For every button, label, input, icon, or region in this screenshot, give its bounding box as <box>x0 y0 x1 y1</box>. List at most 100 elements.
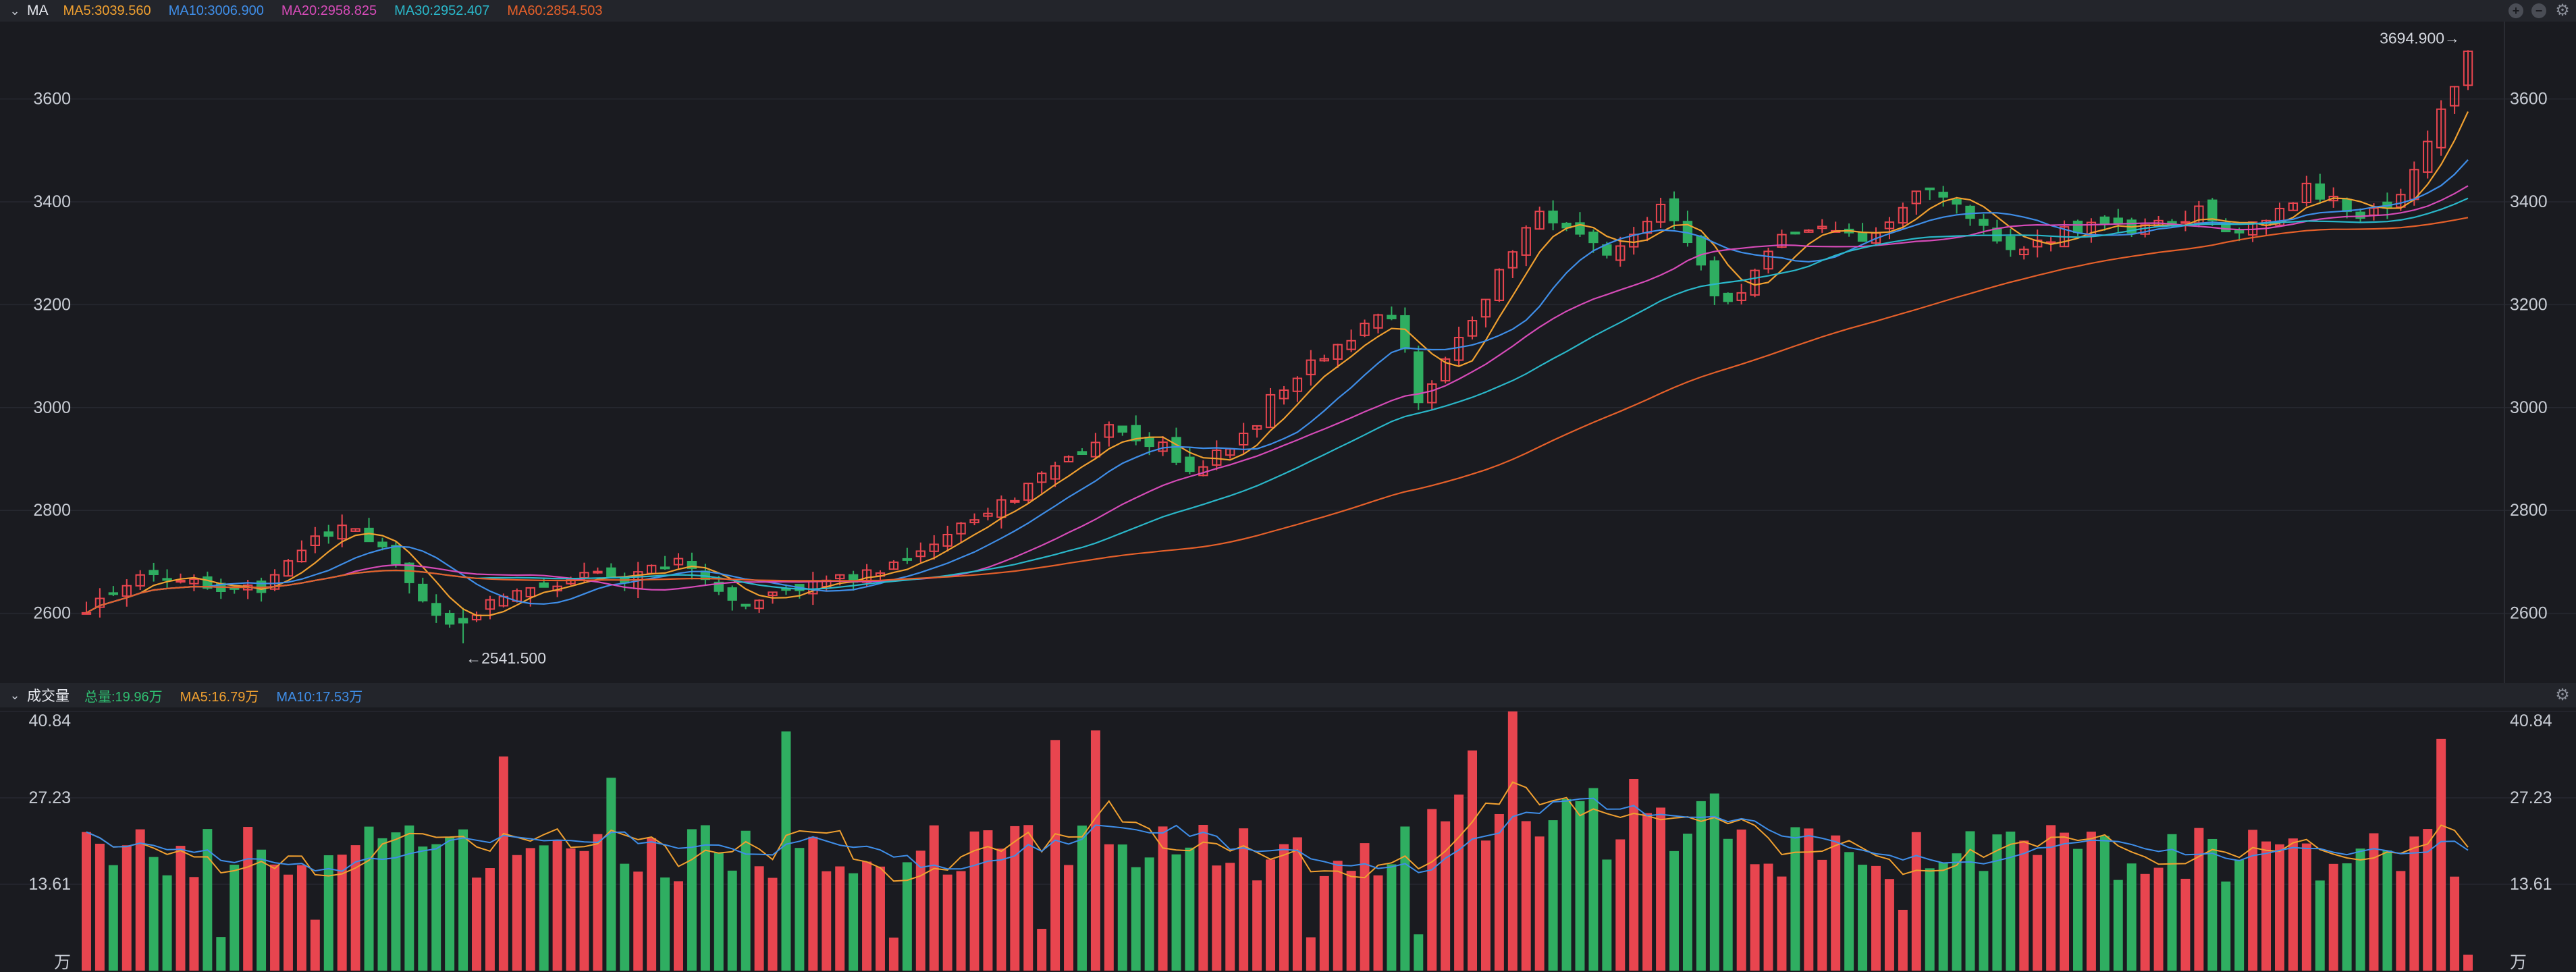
candle-body <box>566 578 576 585</box>
volume-bar <box>1306 937 1316 971</box>
volume-bar <box>1763 863 1773 971</box>
indicator-name[interactable]: MA <box>27 3 49 18</box>
volume-bar <box>1252 880 1262 971</box>
candle-body <box>1171 437 1181 463</box>
volume-bar <box>1615 839 1626 971</box>
volume-bar <box>1468 750 1477 971</box>
candle-body <box>1131 425 1141 441</box>
gear-icon[interactable]: ⚙ <box>2555 686 2570 704</box>
volume-bar <box>2019 840 2029 971</box>
candle-body <box>888 561 899 570</box>
candle-body <box>1279 389 1289 400</box>
volume-bar <box>189 877 199 971</box>
candle-body <box>1790 232 1800 235</box>
volume-bar <box>2221 881 2231 971</box>
candle-body <box>189 578 199 585</box>
candle-body <box>1265 394 1276 429</box>
candle-body <box>1857 232 1868 242</box>
volume-bar <box>2073 848 2083 971</box>
volume-bar <box>566 848 576 971</box>
candle-body <box>1440 358 1451 382</box>
candle-body <box>95 597 105 608</box>
volume-bar <box>418 846 428 971</box>
volume-bar <box>1494 813 1504 971</box>
volume-bar <box>472 878 481 971</box>
add-icon[interactable]: + <box>2508 3 2523 18</box>
volume-tick-label: 27.23 <box>2510 788 2552 807</box>
price-tick-label: 2800 <box>2510 501 2548 520</box>
volume-bar <box>983 830 993 971</box>
candle-body <box>1387 315 1397 319</box>
volume-bar <box>956 871 966 971</box>
candle-body <box>337 524 347 540</box>
candle-body <box>2207 199 2218 221</box>
ma10-line <box>86 159 2469 614</box>
ma30-value: MA30:2952.407 <box>394 3 490 18</box>
volume-bar <box>364 826 374 971</box>
price-tick-label: 3600 <box>33 90 71 109</box>
candle-body <box>2099 216 2110 225</box>
volume-bar <box>2167 834 2177 971</box>
volume-bar <box>1480 840 1491 971</box>
candle-body <box>1642 221 1653 234</box>
volume-bar <box>2060 832 2070 971</box>
volume-bar <box>660 877 670 971</box>
volume-bar <box>1400 826 1410 971</box>
candle-body <box>1884 221 1895 230</box>
volume-bar <box>2126 863 2137 971</box>
candle-body <box>1669 198 1680 221</box>
volume-bar <box>81 832 91 971</box>
candle-body <box>673 558 684 566</box>
volume-bar <box>633 871 643 971</box>
collapse-chevron-icon[interactable]: ⌄ <box>9 688 20 702</box>
candle-body <box>2113 217 2123 224</box>
volume-bar <box>1750 864 1760 971</box>
gear-icon[interactable]: ⚙ <box>2555 1 2570 20</box>
volume-panel-header: ⌄ 成交量 总量:19.96万 MA5:16.79万 MA10:17.53万 ⚙ <box>0 683 2576 707</box>
volume-bar <box>2006 831 2016 971</box>
indicator-name[interactable]: 成交量 <box>27 688 70 704</box>
candle-body <box>1709 260 1719 296</box>
candle-body <box>377 541 387 547</box>
volume-bar <box>1925 868 1935 971</box>
low-price-label: ←2541.500 <box>466 649 546 667</box>
candle-body <box>768 591 778 597</box>
volume-bar <box>2261 841 2272 971</box>
candle-body <box>1333 344 1343 360</box>
volume-bar <box>108 865 118 971</box>
volume-bar <box>391 832 401 971</box>
candle-body <box>2019 248 2029 256</box>
candle-body <box>122 585 132 597</box>
volume-bar <box>1804 828 1814 971</box>
candle-body <box>1104 424 1115 438</box>
volume-bar <box>1279 844 1289 971</box>
volume-bar <box>1938 862 1948 971</box>
volume-bar <box>458 829 468 971</box>
volume-bar <box>2409 836 2419 971</box>
volume-bar <box>431 844 441 971</box>
volume-axis-right: 40.84 27.23 13.61 万 <box>2510 711 2552 972</box>
volume-bar <box>741 830 751 971</box>
volume-tick-label: 万 <box>54 953 71 972</box>
volume-bar <box>1050 740 1061 971</box>
volume-bar <box>1911 832 1921 971</box>
volume-bar <box>2342 863 2352 971</box>
volume-bar <box>1952 853 1962 971</box>
volume-bar <box>1534 836 1545 971</box>
volume-bar <box>2396 871 2406 971</box>
volume-bar <box>1198 825 1208 971</box>
volume-bar <box>929 825 939 971</box>
price-annotations: 3694.900→ ←2541.500 <box>466 29 2460 667</box>
volume-bar <box>2355 848 2365 971</box>
candle-body <box>1925 187 1935 190</box>
candle-body <box>444 612 455 625</box>
collapse-chevron-icon[interactable]: ⌄ <box>9 3 20 18</box>
minus-icon[interactable]: − <box>2531 3 2546 18</box>
volume-axis-left: 40.84 27.23 13.61 万 <box>28 711 71 972</box>
candle-body <box>969 519 980 524</box>
price-tick-label: 3600 <box>2510 90 2548 109</box>
volume-bar <box>2288 838 2298 971</box>
volume-bar <box>270 864 279 971</box>
candle-body <box>391 545 401 565</box>
